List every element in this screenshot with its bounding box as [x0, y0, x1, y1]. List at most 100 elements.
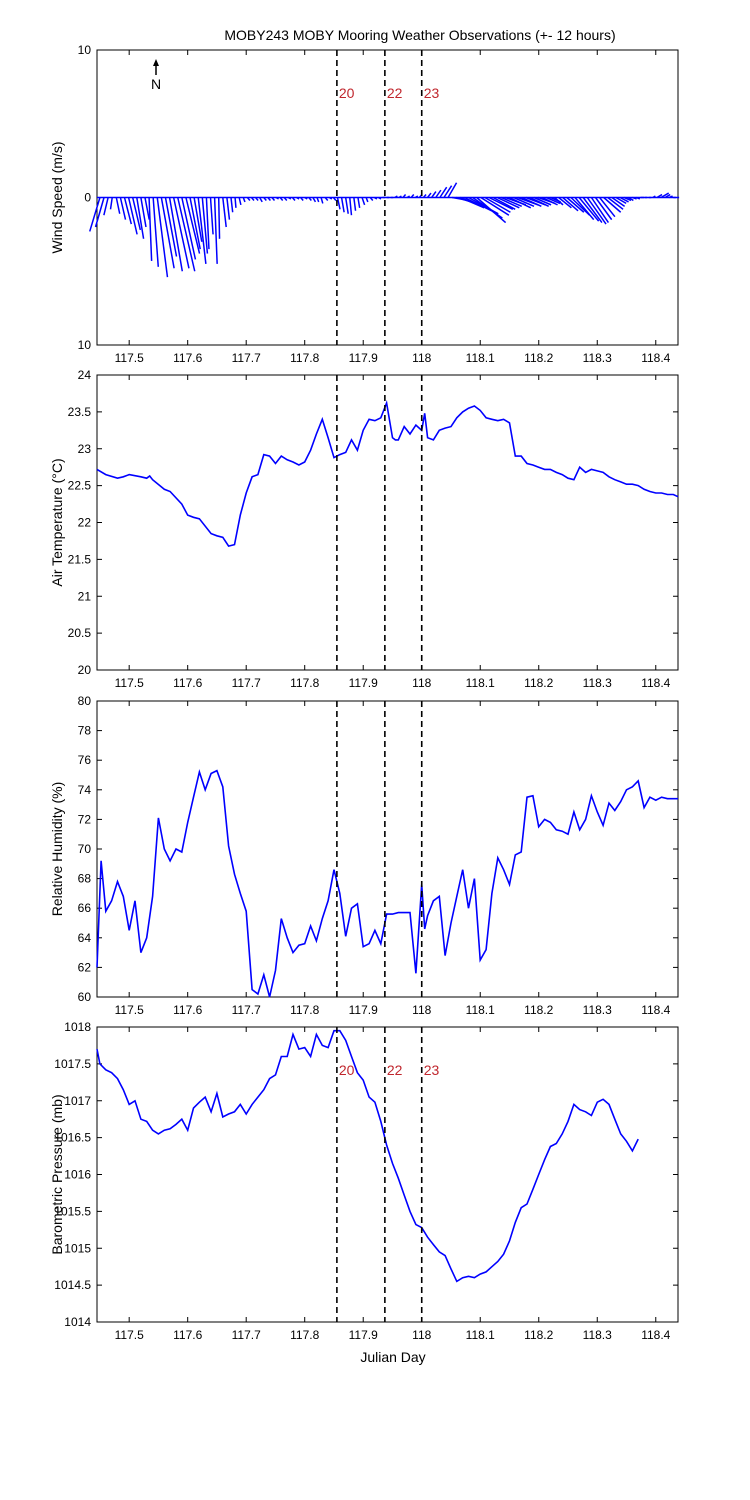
wind-vector — [439, 186, 448, 198]
event-marker-label: 20 — [339, 85, 355, 101]
y-axis-label: Wind Speed (m/s) — [49, 141, 65, 253]
x-tick-label: 118.4 — [641, 676, 670, 690]
x-tick-label: 117.8 — [290, 1328, 319, 1342]
wind-vector — [197, 197, 207, 264]
event-marker-label: 23 — [424, 1062, 440, 1078]
x-tick-label: 118 — [412, 351, 431, 365]
wind-vector — [263, 197, 267, 201]
x-tick-label: 118.4 — [641, 1328, 670, 1342]
wind-vector — [316, 197, 320, 203]
plot-frame — [96, 700, 679, 998]
y-tick-label: 10 — [78, 43, 92, 57]
wind-vector — [664, 193, 671, 199]
x-tick-label: 117.6 — [173, 1003, 202, 1017]
x-tick-label: 118.4 — [641, 1003, 670, 1017]
y-tick-label: 23 — [78, 442, 92, 456]
y-axis-label: Barometric Pressure (mb) — [49, 1094, 65, 1254]
wind-vector — [414, 195, 419, 199]
wind-vector — [156, 197, 169, 278]
wind-vector — [115, 197, 121, 214]
x-tick-label: 118.2 — [524, 351, 553, 365]
x-tick-label: 117.6 — [173, 676, 202, 690]
wind-vector — [296, 196, 300, 200]
wind-vector — [148, 197, 153, 261]
wind-vector — [238, 197, 242, 206]
wind-vector — [656, 193, 663, 199]
wind-vector — [611, 196, 626, 207]
event-marker-label: 20 — [339, 1062, 355, 1078]
y-tick-label: 60 — [78, 990, 92, 1004]
x-tick-label: 118 — [412, 1003, 431, 1017]
wind-vector — [627, 196, 634, 202]
wind-vector — [320, 197, 324, 204]
wind-vector — [594, 197, 613, 221]
wind-vector — [460, 196, 485, 209]
wind-vector — [205, 197, 210, 250]
wind-vector — [267, 197, 271, 201]
x-tick-label: 118.4 — [641, 351, 670, 365]
x-tick-label: 118.3 — [583, 676, 612, 690]
panels-group: 10 0 10 117.5 117.6 117.7 117.8 117.9 118 118.1 11… — [49, 43, 680, 1342]
wind-vector — [398, 195, 402, 199]
y-tick-label: 1018 — [64, 1020, 91, 1034]
x-tick-label: 117.9 — [349, 351, 378, 365]
wind-vector — [230, 197, 234, 213]
y-tick-label: 1016 — [64, 1168, 91, 1182]
wind-vector — [209, 197, 214, 235]
wind-vector — [336, 197, 341, 210]
wind-vector — [308, 197, 312, 201]
x-tick-label: 118.2 — [524, 1003, 553, 1017]
wind-vector — [103, 197, 109, 216]
wind-vector — [422, 194, 427, 198]
y-tick-label: 21 — [78, 589, 92, 603]
y-tick-label: 72 — [78, 812, 92, 826]
y-tick-label: 80 — [78, 694, 92, 708]
wind-vector — [279, 197, 284, 201]
wind-vector — [340, 197, 345, 213]
y-tick-label: 1015.5 — [54, 1204, 91, 1218]
x-tick-label: 117.5 — [115, 1003, 144, 1017]
wind-vector — [599, 197, 616, 218]
x-tick-label: 118.3 — [583, 1003, 612, 1017]
y-tick-label: 70 — [78, 842, 92, 856]
wind-vector — [127, 197, 138, 235]
wind-vector — [562, 196, 579, 212]
wind-vector — [181, 197, 197, 260]
x-tick-label: 117.6 — [173, 351, 202, 365]
y-tick-label: 68 — [78, 872, 92, 886]
wind-vector — [541, 196, 558, 206]
wind-vector — [222, 197, 227, 228]
wind-vector — [332, 197, 337, 201]
wind-vector — [533, 196, 552, 206]
wind-vector — [652, 195, 656, 199]
wind-vector — [668, 195, 673, 199]
wind-vector — [312, 197, 317, 203]
x-tick-label: 117.9 — [349, 1328, 378, 1342]
wind-vector — [328, 196, 333, 200]
y-tick-label: 1017 — [64, 1094, 91, 1108]
wind-vector — [361, 197, 366, 206]
wind-vector — [217, 197, 221, 239]
wind-vector — [529, 196, 549, 208]
wind-vector — [636, 196, 641, 200]
wind-vector — [185, 197, 201, 254]
wind-vector — [324, 197, 329, 201]
wind-vector — [484, 196, 511, 213]
wind-vector — [394, 195, 398, 199]
wind-vector — [344, 197, 349, 214]
wind-vector — [406, 195, 411, 199]
wind-vector — [136, 197, 145, 239]
wind-vector — [193, 197, 203, 242]
wind-vector — [566, 196, 585, 213]
y-tick-label: 1014.5 — [54, 1278, 91, 1292]
y-tick-label: 20.5 — [68, 626, 92, 640]
wind-vector — [275, 196, 279, 200]
wind-vector — [558, 196, 572, 209]
wind-vector — [89, 197, 101, 232]
wind-vector — [488, 196, 514, 210]
x-tick-label: 117.7 — [232, 676, 261, 690]
y-tick-label: 76 — [78, 753, 92, 767]
wind-vector — [660, 192, 670, 199]
wind-vector — [131, 197, 142, 231]
